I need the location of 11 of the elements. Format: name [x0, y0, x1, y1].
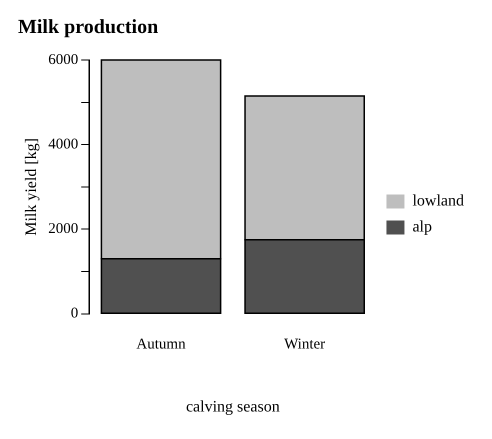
y-tick-label: 2000 — [48, 221, 78, 238]
chart-title: Milk production — [18, 16, 158, 38]
legend-label: alp — [412, 218, 432, 236]
y-axis-title: Milk yield [kg] — [22, 138, 40, 236]
y-tick-label: 6000 — [48, 52, 78, 68]
y-tick-label: 0 — [70, 306, 78, 322]
x-axis-title: calving season — [186, 398, 280, 416]
x-tick-label: Winter — [284, 336, 326, 353]
legend-label: lowland — [412, 192, 464, 210]
x-tick-label: Autumn — [136, 336, 186, 353]
y-tick-label: 4000 — [48, 136, 78, 153]
